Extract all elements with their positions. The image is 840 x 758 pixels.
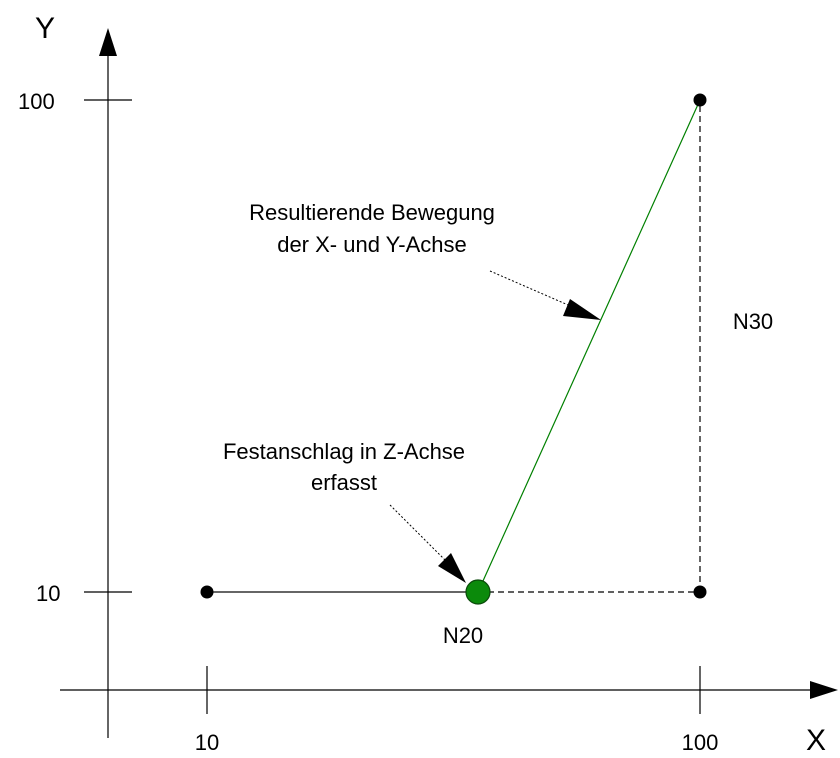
resultant-annotation-line2: der X- und Y-Achse	[277, 232, 467, 257]
x-tick-label-10: 10	[195, 730, 219, 755]
label-n30: N30	[733, 309, 773, 334]
stop-annotation-line1: Festanschlag in Z-Achse	[223, 439, 465, 464]
stop-annotation-leader	[389, 504, 449, 564]
y-axis-label: Y	[35, 12, 55, 45]
x-axis-arrowhead	[810, 681, 838, 699]
x-axis-label: X	[806, 724, 826, 757]
point-n20-stop	[465, 579, 491, 605]
y-axis-arrowhead	[99, 28, 117, 56]
stop-annotation-arrowhead	[438, 553, 466, 583]
resultant-annotation-line1: Resultierende Bewegung	[249, 200, 495, 225]
point-corner	[693, 585, 707, 599]
y-tick-label-10: 10	[36, 581, 60, 606]
y-tick-label-100: 100	[18, 89, 55, 114]
resultant-motion-line	[477, 99, 701, 593]
resultant-annotation-leader	[489, 270, 576, 309]
label-n20: N20	[443, 623, 483, 648]
stop-annotation-line2: erfasst	[311, 470, 377, 495]
x-tick-label-100: 100	[682, 730, 719, 755]
point-start	[200, 585, 214, 599]
resultant-annotation-arrowhead	[563, 299, 601, 320]
point-end	[693, 93, 707, 107]
